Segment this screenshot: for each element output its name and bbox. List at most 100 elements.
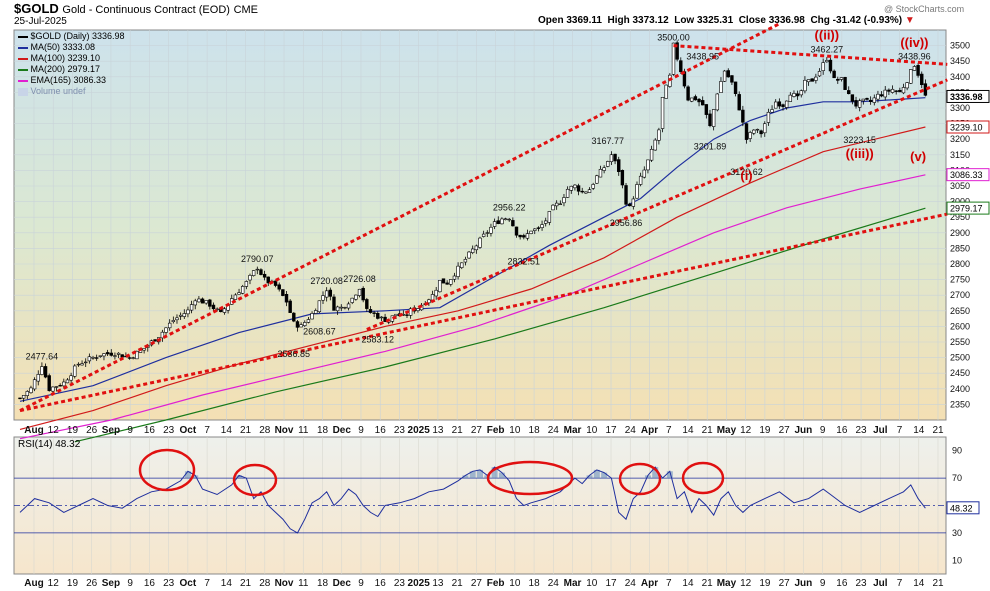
- candle-body: [467, 251, 471, 259]
- candle-body: [200, 298, 205, 304]
- x-tick-label: 16: [375, 425, 387, 436]
- candle-body: [445, 282, 449, 285]
- candle-body: [679, 60, 683, 73]
- candle-body: [700, 100, 705, 106]
- candle-body: [292, 312, 296, 322]
- x-tick-label: 21: [452, 425, 464, 436]
- candle-body: [799, 90, 803, 96]
- x-tick-label: 18: [317, 425, 329, 436]
- candle-body: [281, 289, 285, 296]
- candle-body: [73, 365, 77, 377]
- price-label: 2956.22: [493, 202, 526, 212]
- x-tick-label: Aug: [24, 425, 43, 436]
- price-tick-label: 2750: [950, 275, 970, 285]
- x-tick-label: Mar: [564, 425, 582, 436]
- candle-body: [675, 42, 679, 60]
- price-label: 3438.96: [898, 52, 931, 62]
- candle-body: [21, 395, 26, 399]
- legend: $GOLD (Daily) 3336.98 MA(50) 3333.08 MA(…: [18, 31, 125, 97]
- legend-swatch: [18, 68, 28, 71]
- candle-body: [441, 278, 446, 284]
- candle-body: [544, 220, 548, 224]
- candle-body: [76, 363, 81, 366]
- price-label: 2477.64: [26, 351, 59, 361]
- x-tick-label: Jul: [873, 425, 888, 436]
- wave-label: ((iii)): [846, 146, 874, 161]
- rsi-x-tick-label: 24: [625, 578, 637, 589]
- rsi-x-tick-label: 18: [317, 578, 329, 589]
- candle-body: [653, 139, 657, 151]
- candle-body: [887, 89, 891, 92]
- rsi-x-tick-label: 21: [452, 578, 464, 589]
- candle-body: [518, 234, 522, 238]
- candle-body: [591, 184, 595, 189]
- candle-body: [606, 161, 610, 167]
- symbol: $GOLD: [14, 1, 59, 16]
- x-tick-label: 9: [820, 425, 826, 436]
- price-tick-label: 3150: [950, 150, 970, 160]
- candle-body: [726, 70, 730, 78]
- x-tick-label: 2025: [408, 425, 431, 436]
- candle-body: [80, 363, 84, 366]
- rsi-x-tick-label: 9: [358, 578, 364, 589]
- candle-body: [438, 279, 442, 293]
- candle-body: [540, 224, 544, 228]
- candle-body: [299, 324, 303, 328]
- price-tag-label: 3336.98: [950, 92, 983, 102]
- candle-body: [613, 153, 617, 162]
- candle-body: [69, 375, 73, 381]
- candle-body: [810, 78, 814, 82]
- candle-body: [576, 185, 581, 192]
- candle-body: [730, 75, 734, 83]
- candle-body: [587, 189, 592, 193]
- rsi-x-tick-label: 27: [471, 578, 483, 589]
- candle-body: [755, 128, 760, 131]
- x-tick-label: 10: [509, 425, 521, 436]
- x-tick-label: Jun: [794, 425, 812, 436]
- x-tick-label: Nov: [275, 425, 294, 436]
- rsi-x-tick-label: 7: [666, 578, 672, 589]
- rsi-x-tick-label: 21: [932, 578, 944, 589]
- rsi-x-tick-label: 11: [298, 578, 309, 589]
- candle-body: [113, 355, 117, 357]
- x-tick-label: 16: [144, 425, 156, 436]
- x-tick-label: 27: [471, 425, 483, 436]
- candle-body: [774, 101, 778, 109]
- price-label: 2720.08: [310, 276, 343, 286]
- candle-body: [912, 66, 917, 71]
- wave-label: ((iv)): [900, 35, 928, 50]
- candle-body: [817, 71, 822, 77]
- candle-body: [708, 113, 712, 127]
- candle-body: [803, 79, 807, 92]
- candle-body: [876, 93, 880, 100]
- candle-body: [573, 184, 577, 189]
- price-label: 3438.95: [686, 52, 719, 62]
- x-tick-label: Sep: [102, 425, 120, 436]
- candle-body: [551, 204, 555, 211]
- candle-body: [91, 356, 95, 359]
- rsi-x-tick-label: 14: [682, 578, 694, 589]
- candle-body: [474, 245, 479, 251]
- candle-body: [525, 233, 530, 239]
- candle-body: [638, 175, 643, 185]
- rsi-x-tick-label: 23: [163, 578, 175, 589]
- rsi-x-tick-label: 10: [509, 578, 521, 589]
- candle-body: [204, 300, 208, 304]
- candle-body: [189, 304, 194, 311]
- x-tick-label: 26: [86, 425, 98, 436]
- candle-body: [806, 79, 811, 83]
- candle-body: [868, 99, 873, 102]
- rsi-tick-label: 90: [952, 446, 962, 456]
- candle-body: [642, 169, 646, 178]
- candle-body: [752, 129, 756, 134]
- rsi-line: [19, 466, 926, 534]
- price-tick-label: 3400: [950, 72, 970, 82]
- rsi-x-tick-label: 16: [375, 578, 387, 589]
- legend-item-ma50: MA(50) 3333.08: [18, 42, 125, 53]
- rsi-title: RSI(14) 48.32: [18, 439, 81, 450]
- candle-body: [405, 314, 409, 316]
- candle-body: [175, 317, 179, 321]
- candle-body: [850, 94, 855, 102]
- rsi-x-tick-label: 14: [221, 578, 233, 589]
- x-tick-label: 23: [856, 425, 868, 436]
